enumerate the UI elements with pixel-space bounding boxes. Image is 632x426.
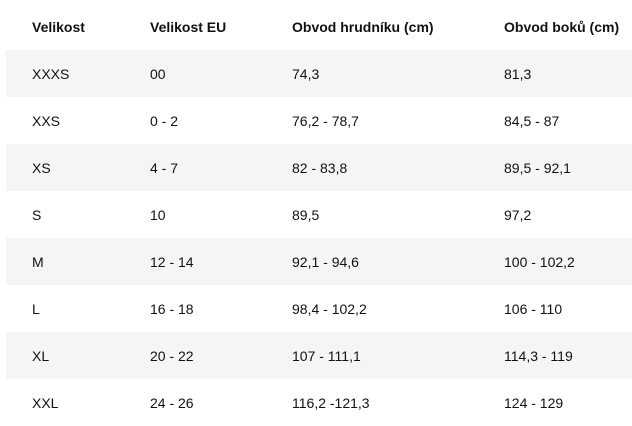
cell-chest: 82 - 83,8 (266, 144, 478, 191)
cell-eu-size: 12 - 14 (124, 238, 266, 285)
cell-chest: 76,2 - 78,7 (266, 97, 478, 144)
cell-hips: 124 - 129 (478, 379, 632, 426)
cell-hips: 89,5 - 92,1 (478, 144, 632, 191)
table-row: XS 4 - 7 82 - 83,8 89,5 - 92,1 (6, 144, 632, 191)
table-row: XXL 24 - 26 116,2 -121,3 124 - 129 (6, 379, 632, 426)
table-row: M 12 - 14 92,1 - 94,6 100 - 102,2 (6, 238, 632, 285)
cell-eu-size: 4 - 7 (124, 144, 266, 191)
header-chest: Obvod hrudníku (cm) (292, 18, 434, 35)
cell-hips: 84,5 - 87 (478, 97, 632, 144)
cell-hips: 81,3 (478, 50, 632, 97)
cell-size: M (6, 238, 124, 285)
cell-chest: 98,4 - 102,2 (266, 285, 478, 332)
cell-hips: 100 - 102,2 (478, 238, 632, 285)
table-row: XL 20 - 22 107 - 111,1 114,3 - 119 (6, 332, 632, 379)
cell-chest: 74,3 (266, 50, 478, 97)
cell-size: XXL (6, 379, 124, 426)
cell-eu-size: 20 - 22 (124, 332, 266, 379)
cell-size: XXS (6, 97, 124, 144)
cell-size: XXXS (6, 50, 124, 97)
cell-chest: 116,2 -121,3 (266, 379, 478, 426)
cell-eu-size: 10 (124, 191, 266, 238)
size-chart-header: Velikost Velikost EU Obvod hrudníku (cm)… (6, 3, 632, 50)
cell-hips: 97,2 (478, 191, 632, 238)
cell-eu-size: 00 (124, 50, 266, 97)
cell-chest: 107 - 111,1 (266, 332, 478, 379)
table-row: L 16 - 18 98,4 - 102,2 106 - 110 (6, 285, 632, 332)
header-row: Velikost Velikost EU Obvod hrudníku (cm)… (6, 3, 632, 50)
table-row: XXXS 00 74,3 81,3 (6, 50, 632, 97)
cell-chest: 89,5 (266, 191, 478, 238)
header-size: Velikost (32, 18, 85, 35)
table-row: S 10 89,5 97,2 (6, 191, 632, 238)
header-hips: Obvod boků (cm) (504, 18, 620, 35)
cell-hips: 114,3 - 119 (478, 332, 632, 379)
header-eu-size: Velikost EU (150, 18, 227, 35)
cell-hips: 106 - 110 (478, 285, 632, 332)
cell-size: S (6, 191, 124, 238)
table-row: XXS 0 - 2 76,2 - 78,7 84,5 - 87 (6, 97, 632, 144)
size-chart-body: XXXS 00 74,3 81,3 XXS 0 - 2 76,2 - 78,7 … (6, 50, 632, 426)
cell-chest: 92,1 - 94,6 (266, 238, 478, 285)
cell-eu-size: 16 - 18 (124, 285, 266, 332)
size-chart-table: Velikost Velikost EU Obvod hrudníku (cm)… (6, 3, 632, 426)
cell-eu-size: 0 - 2 (124, 97, 266, 144)
cell-size: L (6, 285, 124, 332)
cell-size: XL (6, 332, 124, 379)
cell-eu-size: 24 - 26 (124, 379, 266, 426)
cell-size: XS (6, 144, 124, 191)
